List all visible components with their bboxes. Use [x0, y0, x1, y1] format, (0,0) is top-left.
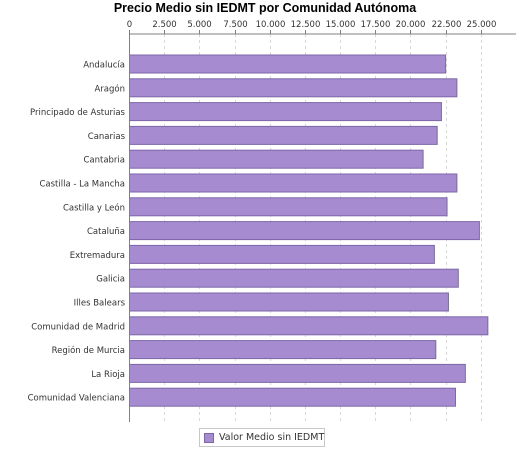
x-tick-label: 5.000	[187, 20, 211, 30]
category-label: Principado de Asturias	[30, 108, 126, 118]
category-label: La Rioja	[91, 370, 125, 380]
x-tick-label: 20.000	[396, 20, 426, 30]
bar	[129, 102, 442, 122]
bars	[129, 54, 489, 407]
bar	[129, 387, 456, 407]
bar	[129, 173, 458, 193]
legend-swatch	[204, 432, 214, 443]
category-labels: Andalucía Aragón Principado de Asturias Can…	[28, 61, 126, 404]
category-label: Extremadura	[70, 251, 125, 261]
x-tick-label: 0	[127, 20, 132, 30]
x-tick-label: 7.500	[223, 20, 247, 30]
bar	[129, 292, 449, 312]
bar	[129, 363, 466, 383]
category-label: Canarias	[88, 132, 126, 142]
x-tick-label: 22.500	[432, 20, 462, 30]
legend: Valor Medio sin IEDMT	[199, 428, 325, 447]
category-label: Comunidad de Madrid	[31, 322, 125, 332]
category-label: Cataluña	[87, 227, 125, 237]
category-label: Andalucía	[83, 61, 125, 71]
x-tick-label: 2.500	[152, 20, 176, 30]
bar	[129, 54, 447, 74]
bar	[129, 316, 489, 336]
category-label: Galicia	[96, 275, 125, 285]
category-label: Castilla - La Mancha	[39, 180, 125, 190]
x-tick-label: 25.000	[467, 20, 497, 30]
x-tick-label: 17.500	[361, 20, 391, 30]
bar	[129, 340, 437, 360]
x-tick-label: 15.000	[326, 20, 356, 30]
category-label: Castilla y León	[63, 202, 125, 213]
bar	[129, 197, 448, 217]
bar	[129, 268, 459, 288]
bar	[129, 149, 424, 169]
bar	[129, 78, 458, 98]
legend-label: Valor Medio sin IEDMT	[219, 432, 325, 443]
x-tick-label: 10.000	[256, 20, 286, 30]
bar	[129, 244, 435, 264]
x-axis-ticks: 0 2.500 5.000 7.500 10.000 12.500 15.000 17.500…	[127, 20, 497, 34]
bar	[129, 125, 438, 145]
category-label: Cantabria	[83, 156, 125, 166]
category-label: Región de Murcia	[52, 345, 125, 356]
category-label: Aragón	[94, 83, 125, 94]
chart-title: Precio Medio sin IEDMT por Comunidad Aut…	[114, 1, 417, 15]
bar	[129, 221, 480, 241]
category-label: Illes Balears	[74, 299, 126, 309]
category-label: Comunidad Valenciana	[28, 394, 125, 404]
x-tick-label: 12.500	[291, 20, 321, 30]
